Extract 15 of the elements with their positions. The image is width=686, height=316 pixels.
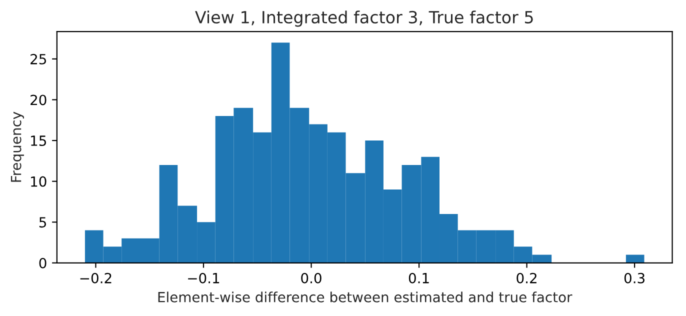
y-tick-label: 10: [31, 176, 46, 187]
y-axis-title: Frequency: [10, 112, 24, 182]
x-tick-label: 0.2: [516, 272, 536, 284]
y-tick-label: 25: [30, 54, 46, 64]
x-tick-label: −0.1: [188, 272, 220, 284]
y-tick-label: 0: [39, 258, 46, 268]
x-tick-label: 0.1: [408, 272, 429, 284]
x-axis-title: Element-wise difference between estimated and true factor: [158, 292, 572, 302]
y-tick-label: 15: [31, 136, 46, 146]
x-tick-label: −0.2: [80, 272, 112, 284]
y-tick-label: 20: [30, 94, 46, 106]
x-tick-label: 0.0: [301, 272, 322, 284]
chart-title: View 1, Integrated factor 3, True factor 5: [195, 10, 533, 27]
x-tick-label: 0.3: [624, 272, 644, 284]
y-tick-label: 5: [39, 217, 46, 228]
